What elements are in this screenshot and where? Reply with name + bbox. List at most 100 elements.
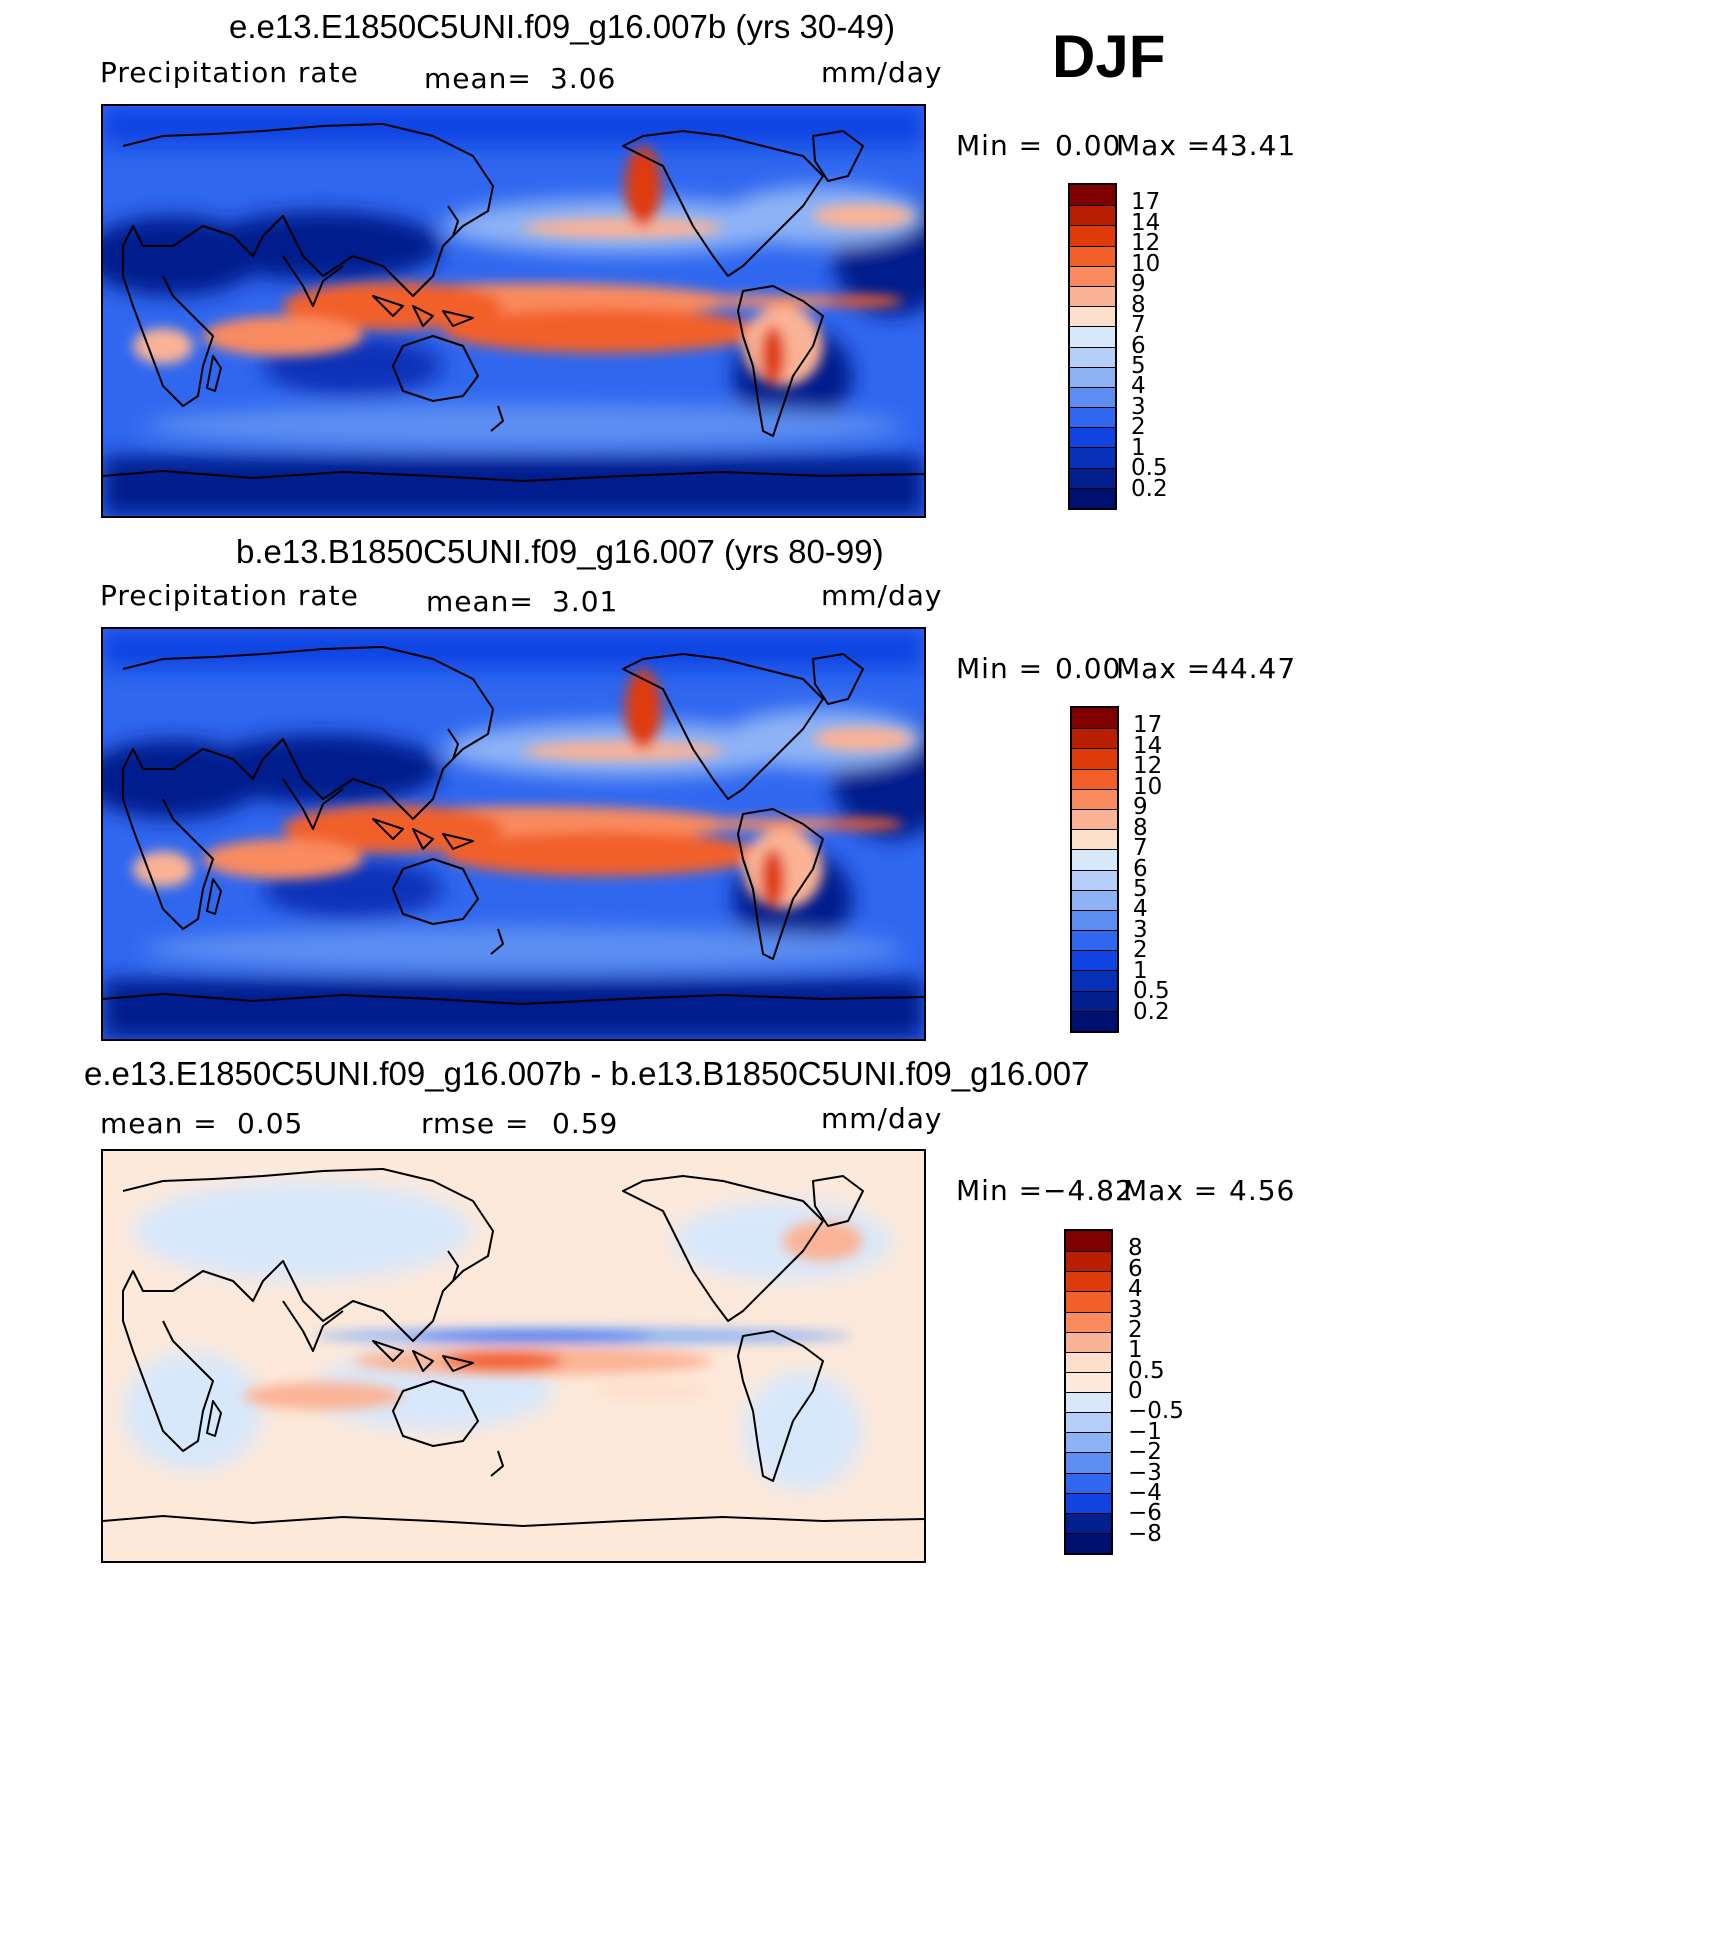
panel1-min-label: Min = (956, 129, 1044, 162)
colorbar-tick-label: 6 (1128, 1255, 1143, 1282)
colorbar-segment (1070, 265, 1115, 286)
colorbar-segment (1072, 990, 1117, 1011)
colorbar-segment (1070, 306, 1115, 327)
colorbar-segment (1066, 1472, 1111, 1493)
colorbar-tick-label: −0.5 (1128, 1398, 1184, 1425)
panel3-title: e.e13.E1850C5UNI.f09_g16.007b - b.e13.B1… (84, 1055, 1090, 1092)
panel1-max-value: 43.41 (1211, 129, 1297, 162)
colorbar-tick-label: 0 (1128, 1378, 1143, 1404)
colorbar-segment (1066, 1452, 1111, 1473)
colorbar-tick-label: 3 (1128, 1296, 1143, 1323)
colorbar-tick-label: 5 (1131, 352, 1146, 379)
colorbar-tick-label: 6 (1133, 855, 1148, 882)
colorbar-tick-label: 17 (1133, 712, 1163, 739)
colorbar-tick-label: 10 (1131, 250, 1161, 277)
colorbar-segment (1066, 1392, 1111, 1413)
colorbar-tick-label: 0.5 (1128, 1357, 1165, 1384)
panel2-units: mm/day (821, 579, 943, 612)
panel3-min-value: −4.82 (1043, 1174, 1134, 1207)
panel1-title: e.e13.E1850C5UNI.f09_g16.007b (yrs 30-49… (229, 8, 895, 45)
panel3-min-label: Min = (956, 1174, 1044, 1207)
colorbar-tick-label: 0.2 (1131, 475, 1168, 502)
colorbar-tick-label: 14 (1131, 209, 1161, 236)
colorbar-segment (1072, 930, 1117, 951)
colorbar-tick-label: 7 (1131, 312, 1146, 339)
colorbar-segment (1072, 829, 1117, 850)
colorbar-segment (1072, 708, 1117, 729)
season-label: DJF (1052, 23, 1166, 90)
colorbar-segment (1072, 788, 1117, 809)
colorbar-tick-label: −4 (1128, 1479, 1162, 1506)
panel1-mean-label: mean= (424, 62, 532, 95)
colorbar-segment (1066, 1271, 1111, 1292)
panel3-map-svg (103, 1151, 924, 1561)
colorbar-tick-label: 4 (1133, 896, 1148, 923)
colorbar-tick-label: 1 (1131, 434, 1146, 461)
colorbar-segment (1070, 245, 1115, 266)
colorbar-segment (1072, 728, 1117, 749)
colorbar-tick-label: 4 (1128, 1276, 1143, 1303)
colorbar-segment (1066, 1512, 1111, 1533)
colorbar-segment (1066, 1231, 1111, 1252)
colorbar-tick-label: 12 (1133, 753, 1163, 780)
colorbar-segment (1066, 1492, 1111, 1513)
panel3-rmse-label: rmse = (421, 1107, 530, 1140)
panel2-map-svg (103, 629, 924, 1039)
colorbar-tick-label: 8 (1128, 1235, 1143, 1262)
colorbar-segment (1070, 447, 1115, 468)
panel3-mean-value: 0.05 (237, 1107, 304, 1140)
colorbar-tick-label: 14 (1133, 732, 1163, 759)
panel2-min-label: Min = (956, 652, 1044, 685)
panel1-variable: Precipitation rate (100, 56, 359, 89)
colorbar-tick-label: 17 (1131, 189, 1161, 216)
colorbar-segment (1070, 225, 1115, 246)
panel1-colorbar (1068, 183, 1117, 510)
panel1-max-label: Max = (1116, 129, 1212, 162)
panel2-mean-label: mean= (426, 585, 534, 618)
colorbar-tick-label: 2 (1133, 937, 1148, 964)
colorbar-segment (1072, 909, 1117, 931)
colorbar-segment (1070, 205, 1115, 226)
panel3-max-value: 4.56 (1229, 1174, 1296, 1207)
colorbar-segment (1066, 1331, 1111, 1352)
colorbar-segment (1066, 1532, 1111, 1553)
colorbar-segment (1070, 326, 1115, 347)
panel2-min-value: 0.00 (1055, 652, 1122, 685)
panel3-mean-label: mean = (100, 1107, 218, 1140)
colorbar-segment (1070, 185, 1115, 206)
colorbar-segment (1066, 1311, 1111, 1332)
panel3-colorbar (1064, 1229, 1113, 1555)
colorbar-tick-label: 3 (1131, 393, 1146, 420)
colorbar-tick-label: 2 (1128, 1316, 1143, 1343)
colorbar-tick-label: 1 (1133, 957, 1148, 984)
colorbar-segment (1070, 407, 1115, 428)
colorbar-segment (1072, 808, 1117, 830)
panel3-map (101, 1149, 926, 1563)
colorbar-segment (1070, 366, 1115, 387)
panel2-colorbar (1070, 706, 1119, 1033)
panel3-max-label: Max = (1123, 1174, 1219, 1207)
colorbar-segment (1072, 768, 1117, 789)
colorbar-tick-label: 12 (1131, 230, 1161, 257)
panel2-title: b.e13.B1850C5UNI.f09_g16.007 (yrs 80-99) (236, 533, 884, 570)
panel2-max-value: 44.47 (1211, 652, 1297, 685)
colorbar-segment (1072, 950, 1117, 971)
colorbar-tick-label: −1 (1128, 1418, 1162, 1445)
colorbar-segment (1066, 1371, 1111, 1392)
colorbar-tick-label: −8 (1128, 1520, 1162, 1547)
colorbar-segment (1072, 849, 1117, 870)
colorbar-segment (1072, 869, 1117, 890)
panel1-units: mm/day (821, 56, 943, 89)
colorbar-segment (1070, 285, 1115, 307)
colorbar-tick-label: −2 (1128, 1439, 1162, 1466)
colorbar-segment (1070, 346, 1115, 367)
colorbar-segment (1072, 970, 1117, 991)
colorbar-tick-label: −3 (1128, 1459, 1162, 1486)
colorbar-segment (1066, 1432, 1111, 1453)
panel2-max-label: Max = (1116, 652, 1212, 685)
panel1-min-value: 0.00 (1055, 129, 1122, 162)
colorbar-segment (1066, 1351, 1111, 1372)
colorbar-tick-label: 0.2 (1133, 998, 1170, 1025)
panel1-map-svg (103, 106, 924, 516)
colorbar-tick-label: 2 (1131, 414, 1146, 441)
